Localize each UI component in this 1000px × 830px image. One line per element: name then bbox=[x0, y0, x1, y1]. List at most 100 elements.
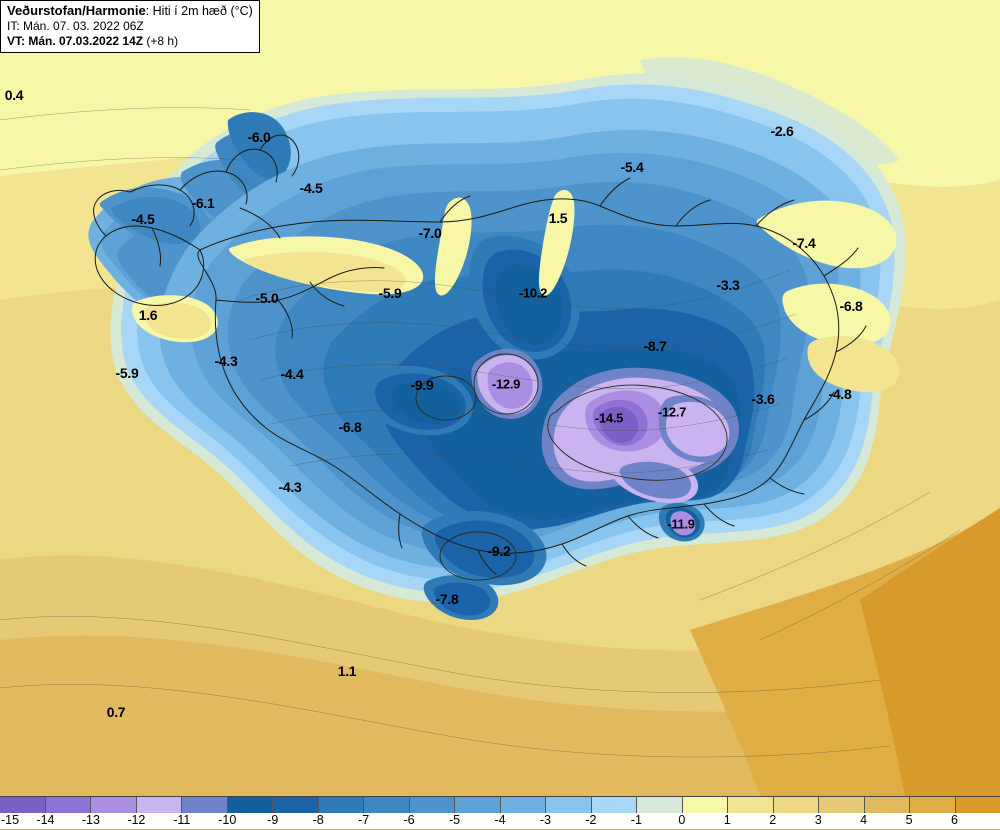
forecast-info-box: Veðurstofan/Harmonie: Hiti í 2m hæð (°C)… bbox=[0, 0, 260, 53]
colorbar-tick-label: -8 bbox=[312, 813, 324, 827]
map-value-label: -4.3 bbox=[214, 353, 238, 369]
warm-valley-east-fjords-3 bbox=[807, 335, 900, 393]
map-value-label: -11.9 bbox=[667, 516, 695, 532]
map-value-label: 1.5 bbox=[548, 210, 568, 226]
map-value-label: -7.4 bbox=[792, 235, 816, 251]
colorbar-band bbox=[182, 797, 228, 813]
colorbar-tick-label: -3 bbox=[539, 813, 552, 827]
map-value-label: -5.4 bbox=[620, 159, 644, 175]
colorbar-tick-label: -13 bbox=[81, 813, 100, 827]
colorbar-tick-label: -6 bbox=[403, 813, 415, 827]
colorbar-tick-label: 1 bbox=[723, 813, 731, 827]
map-value-label: -3.3 bbox=[716, 277, 740, 293]
colorbar-band bbox=[910, 797, 956, 813]
map-canvas[interactable]: 0.4 -6.0 -2.6 -5.4 -4.5 -6.1 -4.5 -7.0 1.5 -7.4 -5… bbox=[0, 0, 1000, 796]
valid-time-line: VT: Mán. 07.03.2022 14Z (+8 h) bbox=[7, 34, 253, 49]
map-value-label: -4.8 bbox=[828, 386, 852, 402]
map-value-label: -4.5 bbox=[131, 211, 155, 227]
colorbar-band bbox=[864, 797, 910, 813]
glacier-outlines bbox=[415, 353, 728, 581]
colorbar-tick-label: -11 bbox=[173, 813, 191, 827]
colorbar-tick-label: -4 bbox=[494, 813, 506, 827]
colorbar-tick-label: -5 bbox=[448, 813, 461, 827]
map-value-label: 1.6 bbox=[138, 307, 158, 323]
colorbar-band bbox=[682, 797, 728, 813]
colorbar-band bbox=[409, 797, 455, 813]
colorbar-bands bbox=[0, 796, 1000, 813]
se-cold-pocket-core bbox=[670, 511, 696, 536]
map-value-label: -6.0 bbox=[247, 129, 271, 145]
warm-valley-faxafloi-inner bbox=[144, 302, 212, 339]
colorbar-band bbox=[0, 797, 46, 813]
map-value-label: -4.3 bbox=[278, 479, 302, 495]
map-value-label: -6.1 bbox=[191, 195, 215, 211]
parameter-name: : Hiti í 2m hæð (°C) bbox=[145, 4, 253, 18]
colorbar-band bbox=[591, 797, 637, 813]
vatnajokull-band-neg15-neg14 bbox=[598, 406, 639, 443]
colorbar-tick-label: 4 bbox=[860, 813, 868, 827]
colorbar-tick-label: 6 bbox=[951, 813, 959, 827]
map-value-label: -4.4 bbox=[280, 366, 304, 382]
map-value-label: -6.8 bbox=[839, 298, 863, 314]
south-cold-pocket-78-core bbox=[433, 582, 491, 616]
map-value-label: -14.5 bbox=[594, 410, 624, 426]
colorbar-band bbox=[45, 797, 91, 813]
warm-valley-east-fjords bbox=[756, 200, 897, 269]
map-value-label: -3.6 bbox=[751, 391, 775, 407]
colorbar-tick-label: -7 bbox=[358, 813, 370, 827]
temperature-colorbar[interactable]: -15 -14 -13 -12 -11 -10 -9 -8 -7 -6 -5 -4 -3 -2 -1 0 1 2 3… bbox=[0, 796, 1000, 830]
warm-valley-snaefellsnes-north-inner bbox=[244, 251, 406, 292]
colorbar-tick-label: 0 bbox=[678, 813, 686, 827]
colorbar-tick-label: -9 bbox=[267, 813, 279, 827]
colorbar-tick-label: 3 bbox=[814, 813, 822, 827]
colorbar-tick-label: -15 bbox=[0, 813, 20, 827]
map-value-label: -5.0 bbox=[255, 290, 279, 306]
valid-time-value: VT: Mán. 07.03.2022 14Z bbox=[7, 33, 144, 48]
map-value-label: -9.9 bbox=[410, 377, 434, 393]
colorbar-tick-label: -12 bbox=[127, 813, 146, 827]
contour-lines bbox=[0, 107, 961, 758]
map-value-label: -7.8 bbox=[435, 591, 459, 607]
colorbar-ticks: -15 -14 -13 -12 -11 -10 -9 -8 -7 -6 -5 -4 -3 -2 -1 0 1 2 3… bbox=[0, 813, 1000, 830]
colorbar-band bbox=[91, 797, 137, 813]
colorbar-band bbox=[364, 797, 410, 813]
colorbar-tick-label: -14 bbox=[36, 813, 55, 827]
colorbar-band bbox=[318, 797, 364, 813]
temperature-contour-svg bbox=[0, 0, 1000, 796]
colorbar-tick-label: 5 bbox=[905, 813, 913, 827]
colorbar-band bbox=[728, 797, 774, 813]
map-value-label: -4.5 bbox=[299, 180, 323, 196]
langjokull-band-neg13-neg12 bbox=[487, 362, 533, 409]
colorbar-band bbox=[273, 797, 319, 813]
model-line: Veðurstofan/Harmonie: Hiti í 2m hæð (°C) bbox=[7, 3, 253, 19]
map-value-label: -5.9 bbox=[378, 285, 402, 301]
map-value-label: 0.4 bbox=[4, 87, 24, 103]
map-value-label: 0.7 bbox=[106, 704, 126, 720]
colorbar-band bbox=[773, 797, 819, 813]
init-time-line: IT: Mán. 07. 03. 2022 06Z bbox=[7, 19, 144, 34]
map-value-label: -7.0 bbox=[418, 225, 442, 241]
model-name: Veðurstofan/Harmonie bbox=[7, 3, 146, 18]
colorbar-tick-label: -1 bbox=[630, 813, 642, 827]
colorbar-band bbox=[500, 797, 546, 813]
valid-time-offset: (+8 h) bbox=[143, 33, 179, 48]
map-value-label: -9.2 bbox=[487, 543, 511, 559]
map-value-label: -12.7 bbox=[657, 404, 687, 420]
colorbar-tick-label: -10 bbox=[218, 813, 237, 827]
map-value-label: 1.1 bbox=[337, 663, 357, 679]
colorbar-tick-label: -2 bbox=[585, 813, 597, 827]
sea-band-6-plus bbox=[860, 508, 1000, 796]
colorbar-band bbox=[546, 797, 592, 813]
map-value-label: -2.6 bbox=[770, 123, 794, 139]
map-value-label: -10.2 bbox=[518, 285, 548, 301]
colorbar-band bbox=[136, 797, 182, 813]
colorbar-band bbox=[227, 797, 273, 813]
colorbar-tick-label: 2 bbox=[769, 813, 777, 827]
nw-west-finger-core bbox=[111, 196, 201, 244]
warm-valley-skagafjordur bbox=[538, 189, 575, 296]
colorbar-band bbox=[819, 797, 865, 813]
map-value-label: -5.9 bbox=[115, 365, 139, 381]
west-cold-pocket-99-core2 bbox=[392, 381, 461, 425]
map-value-label: -12.9 bbox=[491, 376, 521, 392]
